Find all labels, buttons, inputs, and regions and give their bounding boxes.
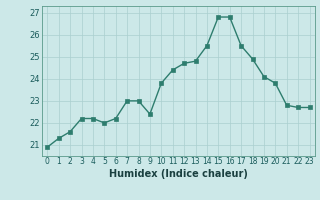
X-axis label: Humidex (Indice chaleur): Humidex (Indice chaleur) bbox=[109, 169, 248, 179]
